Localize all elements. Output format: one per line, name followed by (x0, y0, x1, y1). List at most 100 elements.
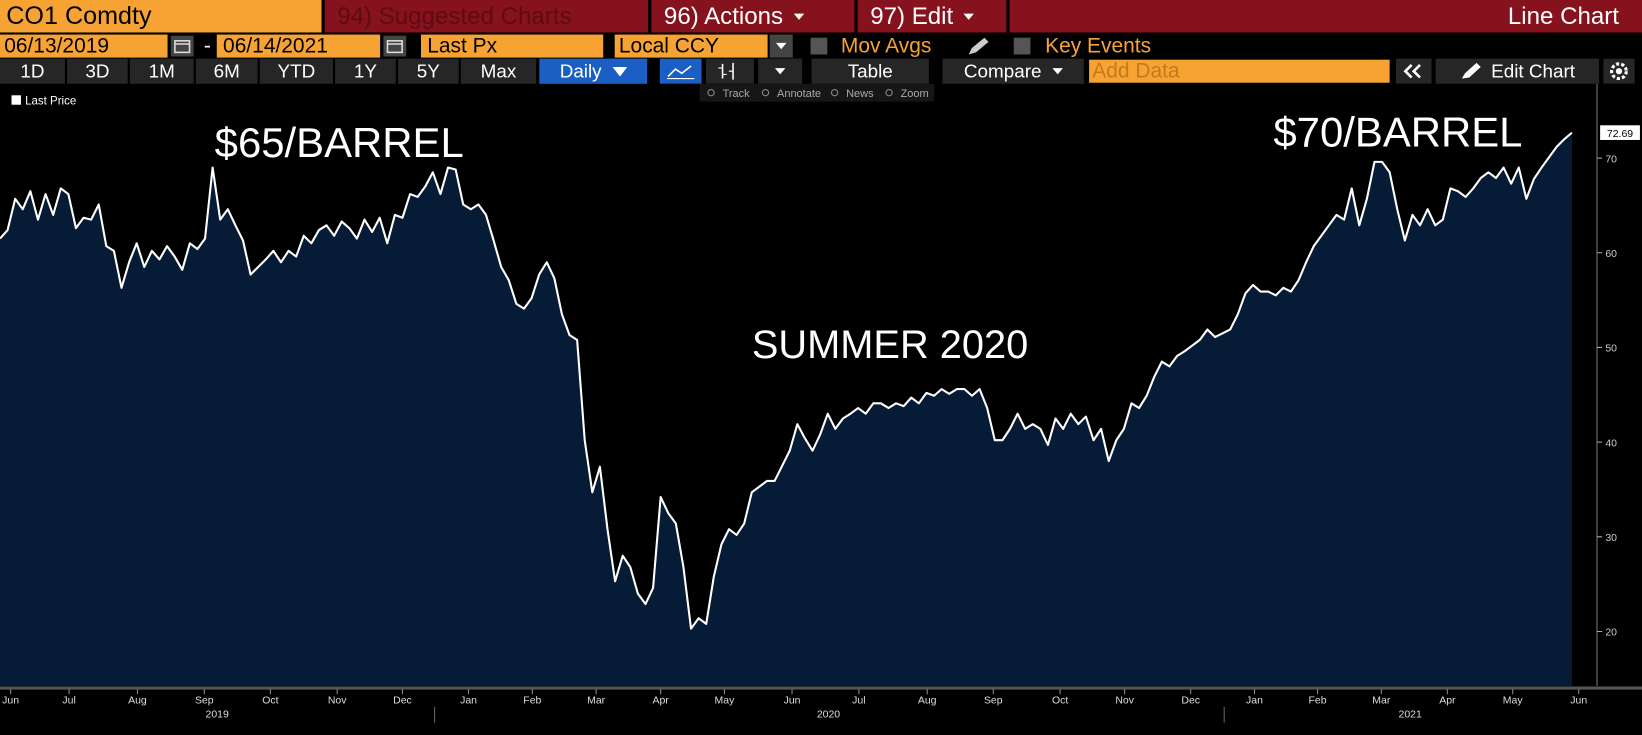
pencil-icon[interactable] (966, 36, 991, 57)
y-tick-label: 60 (1605, 249, 1617, 260)
collapse-button[interactable] (1395, 58, 1432, 84)
x-tick-label: Feb (523, 696, 541, 707)
frequency-label: Daily (559, 60, 602, 82)
key-events-checkbox[interactable] (1013, 37, 1031, 55)
end-date[interactable]: 06/14/2021 (216, 34, 381, 58)
dropdown-arrow (1051, 68, 1063, 75)
x-tick-label: Jun (2, 696, 19, 707)
field-select[interactable]: Last Px (420, 34, 604, 58)
x-tick-label: Nov (1115, 696, 1134, 707)
x-tick-label: Dec (393, 696, 412, 707)
period-button[interactable]: 6M (195, 58, 258, 84)
add-data-input[interactable]: Add Data (1089, 59, 1390, 83)
view-title: Line Chart (1009, 0, 1642, 33)
chart-tool: News (846, 88, 874, 100)
x-tick-label: Apr (1439, 696, 1456, 707)
menu-actions[interactable]: 96) Actions (651, 0, 855, 33)
chart-tool: Zoom (901, 88, 929, 100)
last-price-box (1600, 125, 1640, 140)
y-tick-label: 50 (1605, 344, 1617, 355)
x-tick-label: Sep (195, 696, 214, 707)
y-tick-label: 30 (1605, 533, 1617, 544)
x-tick-label: Jan (460, 696, 477, 707)
x-tick-label: Nov (328, 696, 347, 707)
bar-chart-icon[interactable] (705, 58, 754, 84)
currency-dropdown[interactable] (769, 34, 793, 58)
dropdown-arrow (774, 68, 786, 75)
menu-label: 96) Actions (663, 2, 784, 30)
annotation: $70/BARREL (1273, 109, 1522, 156)
chart-tool: Annotate (777, 88, 821, 100)
currency-select[interactable]: Local CCY (614, 34, 768, 58)
x-year-label: 2021 (1399, 709, 1422, 720)
period-button[interactable]: Max (460, 58, 537, 84)
x-tick-label: Apr (653, 696, 670, 707)
menu-suggested-charts[interactable]: 94) Suggested Charts (324, 0, 649, 33)
calendar-icon[interactable] (383, 35, 407, 57)
period-button[interactable]: 1D (0, 58, 65, 84)
menu-label: 97) Edit (870, 2, 954, 30)
x-tick-label: Jun (1570, 696, 1587, 707)
area (0, 132, 1572, 686)
x-tick-label: Aug (918, 696, 937, 707)
y-tick-label: 70 (1605, 154, 1617, 165)
calendar-icon[interactable] (170, 35, 194, 57)
legend-label: Last Price (25, 96, 76, 108)
security-field[interactable]: CO1 Comdty (0, 0, 322, 33)
x-tick-label: Jul (852, 696, 865, 707)
dropdown-arrow (793, 13, 805, 20)
tool-icon (885, 89, 893, 97)
period-button[interactable]: YTD (259, 58, 334, 84)
chart: Last Price Track Annotate News Zoom 72.69 20 30… (0, 83, 1642, 723)
annotation: SUMMER 2020 (752, 323, 1028, 367)
line-chart-icon[interactable] (659, 58, 702, 84)
x-tick-label: Mar (587, 696, 606, 707)
x-year-label: 2019 (206, 709, 229, 720)
x-tick-label: Jun (784, 696, 801, 707)
chart-type-dropdown[interactable] (758, 58, 803, 84)
key-events-label: Key Events (1045, 34, 1152, 58)
dropdown-arrow (612, 66, 627, 76)
line (0, 131, 1573, 630)
mov-avgs-checkbox[interactable] (810, 37, 828, 55)
tool-icon (761, 89, 770, 97)
dropdown-arrow (775, 42, 787, 50)
mov-avgs-label: Mov Avgs (840, 34, 932, 58)
date-separator: - (203, 34, 211, 58)
settings-button[interactable] (1603, 58, 1635, 84)
y-tick-label: 40 (1605, 438, 1617, 449)
x-tick-label: Oct (262, 696, 278, 707)
edit-chart-button[interactable]: Edit Chart (1435, 58, 1600, 84)
x-tick-label: Dec (1181, 696, 1200, 707)
table-button[interactable]: Table (811, 58, 929, 84)
x-tick-label: Jan (1246, 696, 1263, 707)
chart-tool: Track (723, 88, 751, 100)
y-tick-label: 20 (1605, 628, 1617, 639)
period-button[interactable]: 1M (129, 58, 194, 84)
menu-edit[interactable]: 97) Edit (857, 0, 1007, 33)
annotation: $65/BARREL (215, 119, 464, 166)
x-year-label: 2020 (817, 709, 840, 720)
pencil-icon (1461, 62, 1481, 79)
tool-icon (830, 89, 839, 97)
x-tick-label: May (1503, 696, 1524, 707)
edit-chart-label: Edit Chart (1491, 60, 1576, 82)
x-tick-label: Jul (62, 696, 75, 707)
compare-button[interactable]: Compare (942, 58, 1084, 84)
compare-label: Compare (963, 60, 1042, 82)
start-date[interactable]: 06/13/2019 (0, 34, 168, 58)
x-tick-label: Aug (128, 696, 147, 707)
period-button[interactable]: 1Y (335, 58, 396, 84)
x-tick-label: May (715, 696, 736, 707)
x-tick-label: Oct (1052, 696, 1068, 707)
x-tick-label: Mar (1372, 696, 1391, 707)
period-button[interactable]: 5Y (397, 58, 459, 84)
frequency-select[interactable]: Daily (539, 58, 648, 84)
legend-swatch (11, 95, 21, 105)
period-button[interactable]: 3D (67, 58, 128, 84)
last-price-label: 72.69 (1607, 129, 1633, 140)
x-tick-label: Sep (984, 696, 1003, 707)
chart-tools-bar (699, 83, 935, 102)
dropdown-arrow (963, 13, 975, 20)
